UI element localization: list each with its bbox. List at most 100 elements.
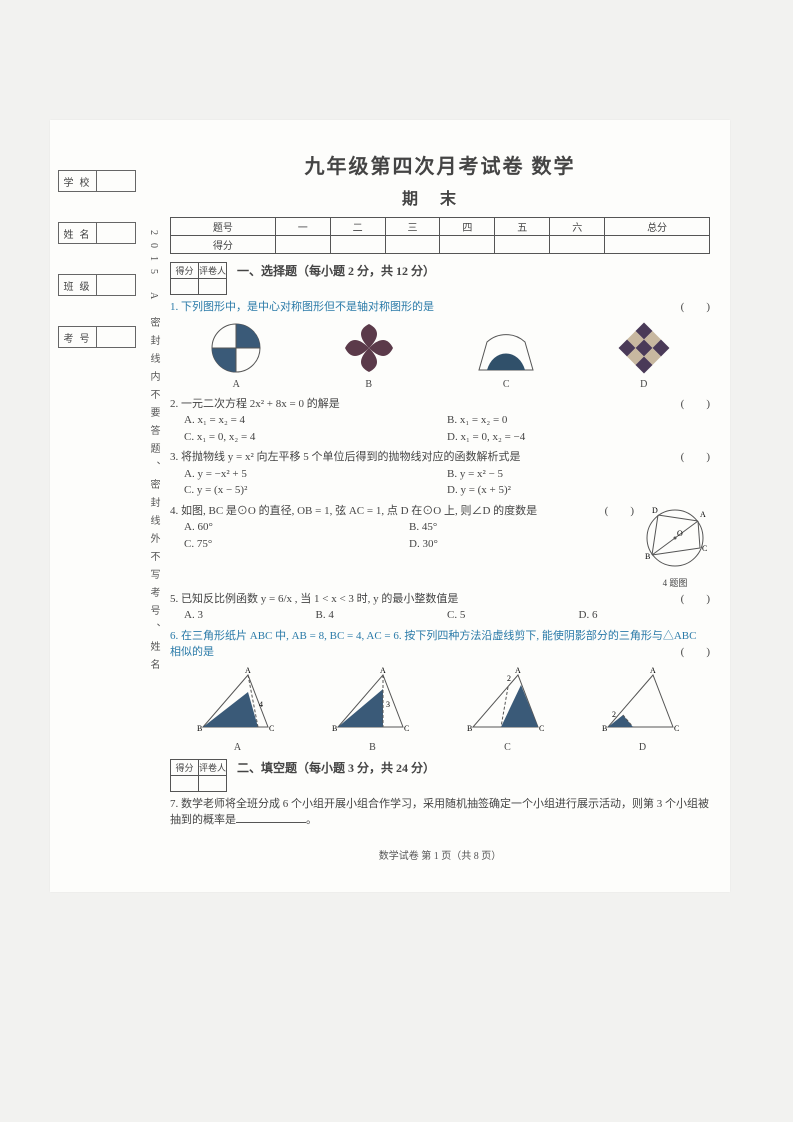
cell: 得分 xyxy=(171,236,276,254)
sidebar: 学校 姓名 班级 考号 2015 A 密封线内不要答题、密封线外不写考号、姓名 xyxy=(58,170,153,378)
q5-options: A. 3 B. 4 C. 5 D. 6 xyxy=(184,607,710,624)
svg-text:O: O xyxy=(677,529,683,538)
svg-text:4: 4 xyxy=(259,700,263,709)
question-5: 5. 已知反比例函数 y = 6/x , 当 1 < x < 3 时, y 的最… xyxy=(170,591,710,624)
triangle-d-icon: A B C 2 xyxy=(598,667,688,737)
q1-figures: A B C xyxy=(170,322,710,392)
fig-caption: 4 题图 xyxy=(640,577,710,591)
opt-a: A. 3 xyxy=(184,607,316,624)
q6-fig-c: ABC 2 C xyxy=(463,667,553,755)
svg-text:C: C xyxy=(539,724,544,733)
info-name: 姓名 xyxy=(58,222,136,244)
svg-text:B: B xyxy=(332,724,337,733)
svg-text:C: C xyxy=(702,544,707,553)
q3-stem: 3. 将抛物线 y = x² 向左平移 5 个单位后得到的抛物线对应的函数解析式… xyxy=(170,451,521,463)
opt-b: B. x₁ = x₂ = 0 xyxy=(447,412,710,429)
q3-options: A. y = −x² + 5 B. y = x² − 5 C. y = (x −… xyxy=(184,466,710,499)
opt-d: D. x₁ = 0, x₂ = −4 xyxy=(447,429,710,446)
cell xyxy=(171,775,199,791)
svg-text:B: B xyxy=(602,724,607,733)
question-4: A C B D O 4 题图 4. 如图, BC 是⊙O 的直径, OB = 1… xyxy=(170,503,710,553)
q5-stem: 5. 已知反比例函数 y = 6/x , 当 1 < x < 3 时, y 的最… xyxy=(170,593,458,605)
opt-c: C. 5 xyxy=(447,607,579,624)
opt-label: D xyxy=(639,742,646,753)
q2-options: A. x₁ = x₂ = 4 B. x₁ = x₂ = 0 C. x₁ = 0,… xyxy=(184,412,710,445)
answer-paren: ( ) xyxy=(681,396,710,413)
info-label: 姓名 xyxy=(59,223,97,243)
cell: 得分 xyxy=(171,263,199,279)
cell xyxy=(275,236,330,254)
info-value xyxy=(97,171,135,191)
cell: 一 xyxy=(275,218,330,236)
question-1: 1. 下列图形中，是中心对称图形但不是轴对称图形的是 ( ) A xyxy=(170,299,710,392)
marker-box: 得分评卷人 xyxy=(170,262,227,295)
svg-text:2: 2 xyxy=(507,674,511,683)
opt-label: A xyxy=(233,379,240,390)
answer-paren: ( ) xyxy=(681,644,710,661)
opt-b: B. 45° xyxy=(409,519,634,536)
main-content: 九年级第四次月考试卷 数学 期末 题号 一 二 三 四 五 六 总分 得分 xyxy=(170,150,710,862)
cell xyxy=(199,279,227,295)
answer-paren: ( ) xyxy=(681,591,710,608)
opt-a: A. x₁ = x₂ = 4 xyxy=(184,412,447,429)
svg-text:C: C xyxy=(404,724,409,733)
answer-paren: ( ) xyxy=(681,449,710,466)
opt-b: B. 4 xyxy=(316,607,448,624)
info-value xyxy=(97,275,135,295)
svg-text:A: A xyxy=(380,667,386,675)
opt-label: B xyxy=(365,379,372,390)
cell xyxy=(330,236,385,254)
opt-a: A. y = −x² + 5 xyxy=(184,466,447,483)
svg-text:C: C xyxy=(674,724,679,733)
cell xyxy=(550,236,605,254)
info-school: 学校 xyxy=(58,170,136,192)
opt-label: C xyxy=(504,742,511,753)
cell xyxy=(171,279,199,295)
opt-label: B xyxy=(369,742,376,753)
cell xyxy=(440,236,495,254)
page-footer: 数学试卷 第 1 页（共 8 页） xyxy=(170,847,710,862)
quilt-icon xyxy=(618,322,670,374)
info-label: 学校 xyxy=(59,171,97,191)
info-value xyxy=(97,327,135,347)
cell xyxy=(385,236,440,254)
score-table: 题号 一 二 三 四 五 六 总分 得分 xyxy=(170,217,710,254)
fill-blank xyxy=(236,812,306,823)
triangle-b-icon: ABC 3 xyxy=(328,667,418,737)
circle-diagram-icon: A C B D O xyxy=(640,503,710,573)
q1-fig-d: D xyxy=(618,322,670,392)
svg-text:2: 2 xyxy=(612,710,616,719)
cell: 四 xyxy=(440,218,495,236)
svg-text:D: D xyxy=(652,506,658,515)
exam-subtitle: 期末 xyxy=(170,185,710,209)
info-label: 班级 xyxy=(59,275,97,295)
arch-icon xyxy=(475,332,537,374)
section-2-title: 二、填空题（每小题 3 分，共 24 分） xyxy=(170,759,710,776)
opt-label: D xyxy=(640,379,647,390)
q1-stem: 1. 下列图形中，是中心对称图形但不是轴对称图形的是 xyxy=(170,301,434,313)
opt-label: C xyxy=(503,379,510,390)
svg-text:A: A xyxy=(650,667,656,675)
info-value xyxy=(97,223,135,243)
q2-stem: 2. 一元二次方程 2x² + 8x = 0 的解是 xyxy=(170,398,340,410)
info-label: 考号 xyxy=(59,327,97,347)
opt-d: D. y = (x + 5)² xyxy=(447,482,710,499)
cell: 评卷人 xyxy=(199,759,227,775)
answer-paren: ( ) xyxy=(681,299,710,316)
q6-fig-b: ABC 3 B xyxy=(328,667,418,755)
opt-c: C. 75° xyxy=(184,536,409,553)
cell: 六 xyxy=(550,218,605,236)
cell xyxy=(199,775,227,791)
q6-figures: ABC 4 A ABC 3 B xyxy=(170,667,710,755)
question-3: 3. 将抛物线 y = x² 向左平移 5 个单位后得到的抛物线对应的函数解析式… xyxy=(170,449,710,499)
q6-stem: 6. 在三角形纸片 ABC 中, AB = 8, BC = 4, AC = 6.… xyxy=(170,630,696,659)
q1-fig-a: A xyxy=(210,322,262,392)
question-2: 2. 一元二次方程 2x² + 8x = 0 的解是 ( ) A. x₁ = x… xyxy=(170,396,710,446)
question-6: 6. 在三角形纸片 ABC 中, AB = 8, BC = 4, AC = 6.… xyxy=(170,628,710,755)
seal-line-note: 2015 A 密封线内不要答题、密封线外不写考号、姓名 xyxy=(146,230,161,750)
q1-fig-c: C xyxy=(475,332,537,392)
cell: 五 xyxy=(495,218,550,236)
opt-c: C. x₁ = 0, x₂ = 4 xyxy=(184,429,447,446)
cell: 得分 xyxy=(171,759,199,775)
cell xyxy=(495,236,550,254)
